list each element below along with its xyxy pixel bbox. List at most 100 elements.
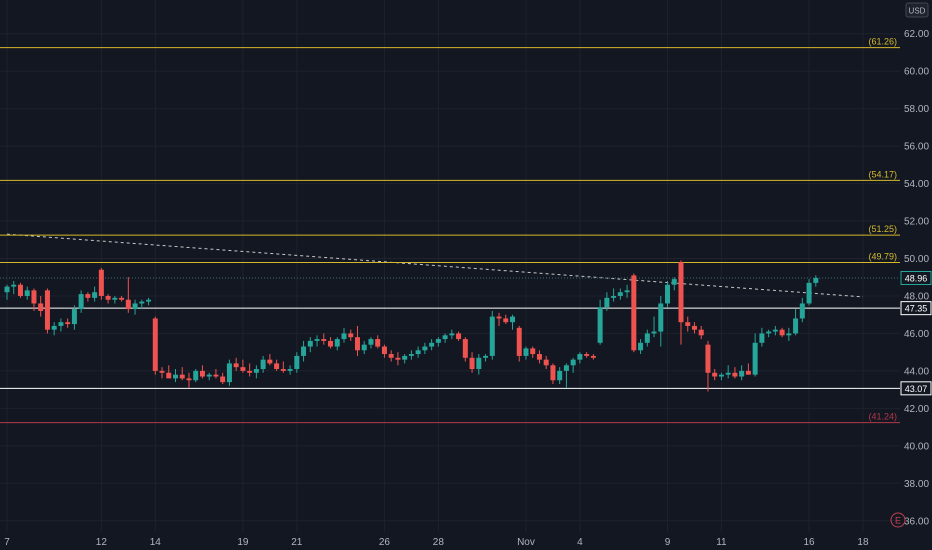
y-tick-label: 54.00 xyxy=(904,179,929,190)
candle-body xyxy=(793,318,799,334)
candle xyxy=(314,335,320,347)
candle xyxy=(139,299,145,310)
candle xyxy=(233,357,239,371)
candle-body xyxy=(334,339,340,347)
candle xyxy=(240,359,246,373)
currency-badge[interactable]: USD xyxy=(905,2,929,18)
x-tick-label: 4 xyxy=(577,537,583,548)
candle-body xyxy=(644,333,650,343)
candle-body xyxy=(671,279,677,285)
candle xyxy=(456,331,462,341)
candle-body xyxy=(253,369,259,373)
time-axis[interactable]: 7 12 14 19 21 26 28 Nov 4 9 11 16 18 xyxy=(4,537,869,548)
candle xyxy=(388,350,394,362)
candle xyxy=(321,333,327,345)
y-tick-label: 36.00 xyxy=(904,516,929,527)
candle xyxy=(483,354,489,362)
candle-body xyxy=(779,329,785,336)
candle xyxy=(44,288,50,334)
x-tick-label: 12 xyxy=(96,537,108,548)
candle xyxy=(489,310,495,360)
candle-body xyxy=(213,374,219,377)
candle xyxy=(631,273,637,353)
x-tick-label: 9 xyxy=(665,537,671,548)
candle-body xyxy=(24,290,30,296)
candle-body xyxy=(766,331,772,334)
candle xyxy=(119,295,125,302)
candle-body xyxy=(813,277,819,283)
candle-body xyxy=(786,333,792,336)
x-tick-label: 18 xyxy=(857,537,869,548)
level-price-label: 47.35 xyxy=(905,304,928,314)
candle xyxy=(813,275,819,287)
candle xyxy=(220,372,226,385)
candle xyxy=(146,297,152,306)
candle xyxy=(328,337,334,349)
candle xyxy=(624,284,630,298)
x-tick-label: 26 xyxy=(379,537,391,548)
candle-body xyxy=(631,275,637,351)
candle xyxy=(772,325,778,336)
candle-body xyxy=(307,340,313,347)
candle-body xyxy=(570,359,576,366)
candle xyxy=(496,312,502,326)
candle xyxy=(368,337,374,349)
candle-body xyxy=(112,297,118,300)
candle-body xyxy=(678,262,684,323)
x-tick-label: 28 xyxy=(433,537,445,548)
candle-body xyxy=(732,372,738,377)
candle xyxy=(557,367,563,385)
candle xyxy=(17,282,23,298)
candle xyxy=(422,342,428,355)
candle xyxy=(38,295,44,317)
candle xyxy=(530,346,536,358)
y-tick-label: 42.00 xyxy=(904,404,929,415)
x-tick-label: 21 xyxy=(291,537,303,548)
candle xyxy=(705,340,711,392)
candle-body xyxy=(745,370,751,375)
level-label: (54.17) xyxy=(868,169,897,179)
candle-body xyxy=(543,359,549,366)
level-label: (49.79) xyxy=(868,251,897,261)
candle-body xyxy=(51,325,57,330)
candle-body xyxy=(294,355,300,370)
candle xyxy=(381,344,387,358)
candle xyxy=(766,329,772,338)
events-icon[interactable]: E xyxy=(890,512,906,528)
candle-body xyxy=(220,376,226,383)
candle xyxy=(274,359,280,371)
candle-body xyxy=(442,335,448,340)
candle xyxy=(570,357,576,373)
candle-body xyxy=(92,292,98,298)
candle-body xyxy=(510,316,515,323)
candle-body xyxy=(341,333,347,340)
candle-body xyxy=(435,339,441,343)
candle xyxy=(597,299,603,345)
candle-body xyxy=(563,365,569,371)
candle-body xyxy=(503,318,509,323)
candle xyxy=(166,365,172,379)
svg-text:E: E xyxy=(895,516,901,526)
candle xyxy=(280,361,286,373)
candle xyxy=(577,352,583,364)
x-tick-label: 7 xyxy=(4,537,10,548)
candle xyxy=(186,372,192,388)
candle-body xyxy=(233,363,239,368)
last-price-box xyxy=(900,270,932,285)
candle xyxy=(590,354,596,360)
price-axis[interactable]: 62.00 60.00 58.00 56.00 54.00 52.00 50.00 48.00… xyxy=(900,29,932,527)
candle-body xyxy=(611,295,617,298)
candle xyxy=(658,295,664,347)
candle-body xyxy=(328,340,334,347)
x-tick-label: 11 xyxy=(716,537,727,548)
candle xyxy=(799,297,805,323)
candle xyxy=(267,354,273,366)
candle-body xyxy=(469,357,475,370)
candle-body xyxy=(186,378,192,381)
candle-body xyxy=(577,354,583,360)
candle-body xyxy=(267,359,273,364)
currency-label: USD xyxy=(909,7,926,16)
candle-body xyxy=(550,365,556,381)
y-tick-label: 60.00 xyxy=(904,67,929,78)
